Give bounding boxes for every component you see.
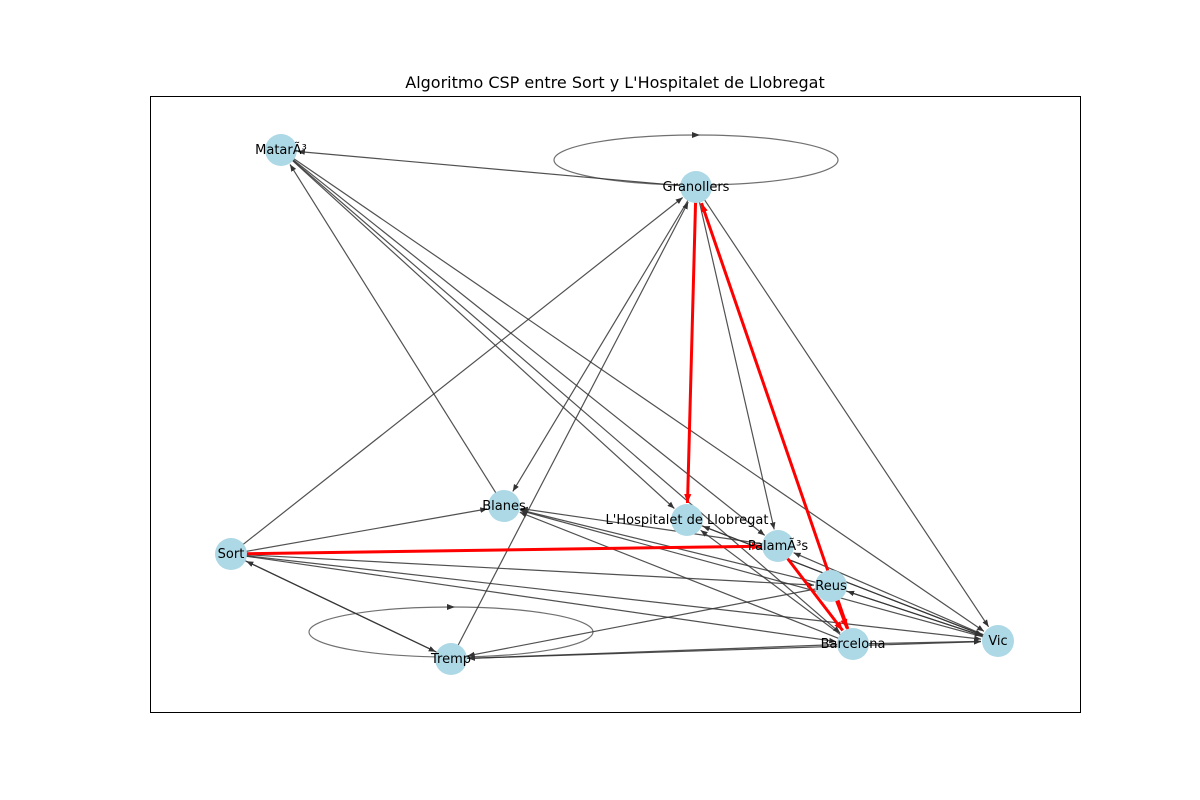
- node-circle: [435, 643, 467, 675]
- edge-mataro-to-palamos: [291, 158, 766, 536]
- path-edge-palamos-to-barcelona: [785, 556, 844, 632]
- node-circle: [762, 530, 794, 562]
- node-vic: Vic: [982, 625, 1014, 657]
- nodes-layer: MatarÃ³ Granollers Blanes L'Hospitalet de L…: [215, 134, 1014, 675]
- node-barcelona: Barcelona: [821, 628, 886, 660]
- edge-mataro-to-hospitalet: [290, 158, 675, 509]
- node-label: Vic: [988, 634, 1007, 649]
- node-label: Granollers: [663, 180, 730, 195]
- path-edge-sort-to-palamos: [244, 542, 762, 556]
- node-label: MatarÃ³: [255, 142, 307, 158]
- edge-barcelona-to-tremp: [467, 643, 840, 661]
- node-label: Blanes: [482, 499, 526, 514]
- edge-reus-to-vic: [844, 589, 983, 637]
- node-circle: [265, 134, 297, 166]
- self-loop-arrowhead: [692, 132, 700, 138]
- node-label: L'Hospitalet de Llobregat: [606, 513, 769, 528]
- node-circle: [680, 171, 712, 203]
- node-circle: [215, 538, 247, 570]
- edge-granollers-to-vic: [703, 198, 990, 628]
- edge-barcelona-to-vic: [866, 638, 982, 645]
- node-granollers: Granollers: [663, 171, 730, 203]
- path-layer: [244, 200, 850, 632]
- edge-tremp-to-granollers: [456, 201, 689, 647]
- edge-sort-to-blanes: [244, 507, 488, 553]
- edge-granollers-to-blanes: [512, 198, 690, 492]
- edge-sort-to-granollers: [241, 197, 684, 546]
- node-palamos: PalamÃ³s: [748, 530, 809, 562]
- chart-title: Algoritmo CSP entre Sort y L'Hospitalet …: [405, 73, 825, 92]
- node-tremp: Tremp: [430, 643, 471, 675]
- edge-sort-to-barcelona: [244, 555, 837, 644]
- node-blanes: Blanes: [482, 490, 526, 522]
- path-edge-reus-to-barcelona: [834, 598, 849, 629]
- path-edge-granollers-to-hospitalet: [684, 200, 698, 504]
- plot-frame: [150, 96, 1081, 713]
- edge-granollers-to-mataro: [297, 149, 683, 187]
- node-mataro: MatarÃ³: [255, 134, 307, 166]
- node-reus: Reus: [815, 570, 847, 602]
- edge-reus-to-tremp: [467, 588, 818, 658]
- edge-palamos-to-blanes: [520, 506, 765, 545]
- node-hospitalet: L'Hospitalet de Llobregat: [606, 504, 769, 536]
- node-label: Reus: [815, 579, 847, 594]
- edge-mataro-to-vic: [292, 157, 985, 632]
- edges-layer: [241, 132, 990, 661]
- node-circle: [671, 504, 703, 536]
- self-loop-arrowhead: [447, 604, 455, 610]
- path-edge-barcelona-to-granollers: [700, 202, 850, 632]
- node-label: PalamÃ³s: [748, 538, 809, 554]
- node-circle: [488, 490, 520, 522]
- node-circle: [837, 628, 869, 660]
- node-circle: [982, 625, 1014, 657]
- edge-vic-to-blanes: [520, 509, 985, 638]
- edge-barcelona-to-blanes: [519, 511, 841, 640]
- edge-granollers-to-palamos: [698, 200, 776, 530]
- edge-tremp-to-sort: [246, 560, 439, 654]
- edge-blanes-to-mataro: [289, 164, 498, 495]
- node-label: Sort: [218, 547, 245, 562]
- edge-sort-to-reus: [244, 554, 815, 588]
- node-label: Tremp: [430, 652, 471, 667]
- node-sort: Sort: [215, 538, 247, 570]
- edge-mataro-to-barcelona: [291, 158, 841, 634]
- node-label: Barcelona: [821, 637, 886, 652]
- node-circle: [815, 570, 847, 602]
- edge-sort-to-vic: [244, 555, 982, 642]
